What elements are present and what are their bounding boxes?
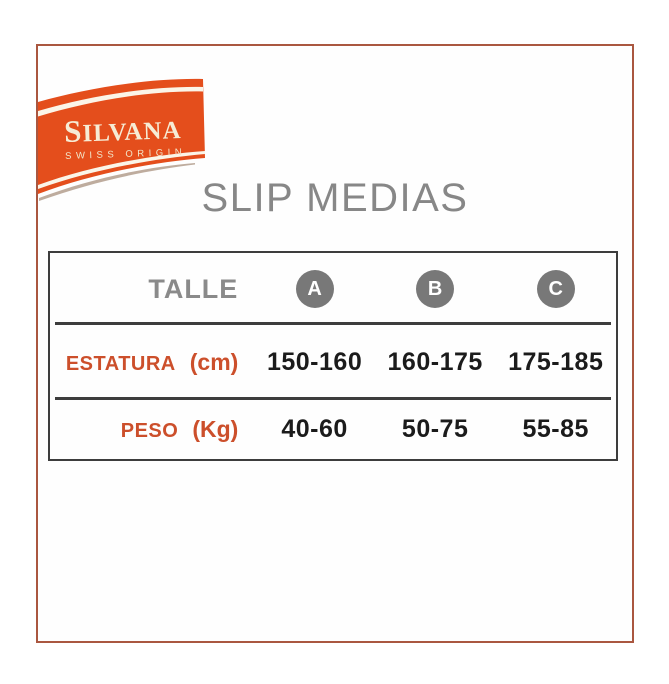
header-label-cell: TALLE — [50, 274, 254, 305]
row-divider — [55, 397, 611, 400]
estatura-label: ESTATURA — [65, 353, 176, 375]
header-divider — [55, 322, 611, 325]
brand-tagline: SWISS ORIGIN — [65, 147, 186, 162]
peso-value-c: 55-85 — [522, 415, 589, 443]
size-b-badge: B — [416, 270, 455, 308]
logo-banner-shape — [38, 78, 205, 194]
silvana-logo: SILVANA SWISS ORIGIN — [38, 78, 205, 201]
size-b-cell: B — [375, 270, 496, 308]
peso-label: PESO — [120, 420, 179, 442]
size-c-cell: C — [495, 270, 616, 308]
peso-label-cell: PESO (Kg) — [50, 416, 254, 443]
size-c-badge: C — [536, 270, 575, 308]
estatura-value-a: 150-160 — [266, 348, 363, 376]
peso-value-b: 50-75 — [401, 415, 469, 443]
table-header-row: TALLE A B C — [50, 253, 616, 325]
estatura-unit: (cm) — [189, 349, 239, 375]
talle-label: TALLE — [148, 273, 239, 304]
estatura-row: ESTATURA (cm) 150-160 160-175 175-185 — [50, 325, 616, 400]
peso-unit: (Kg) — [192, 416, 239, 442]
estatura-value-b: 160-175 — [387, 348, 483, 376]
estatura-value-c: 175-185 — [508, 348, 604, 376]
estatura-label-cell: ESTATURA (cm) — [50, 349, 254, 376]
logo-top-stripe — [38, 86, 203, 117]
size-a-badge: A — [295, 270, 334, 308]
size-chart-table: TALLE A B C ESTATURA (cm) 150-160 160-175… — [48, 251, 618, 461]
brand-name: SILVANA — [64, 110, 183, 149]
peso-value-a: 40-60 — [281, 415, 348, 443]
size-a-cell: A — [254, 270, 375, 308]
page-title: SLIP MEDIAS — [201, 176, 469, 220]
logo-bottom-stripe — [38, 151, 205, 189]
peso-row: PESO (Kg) 40-60 50-75 55-85 — [50, 400, 616, 459]
